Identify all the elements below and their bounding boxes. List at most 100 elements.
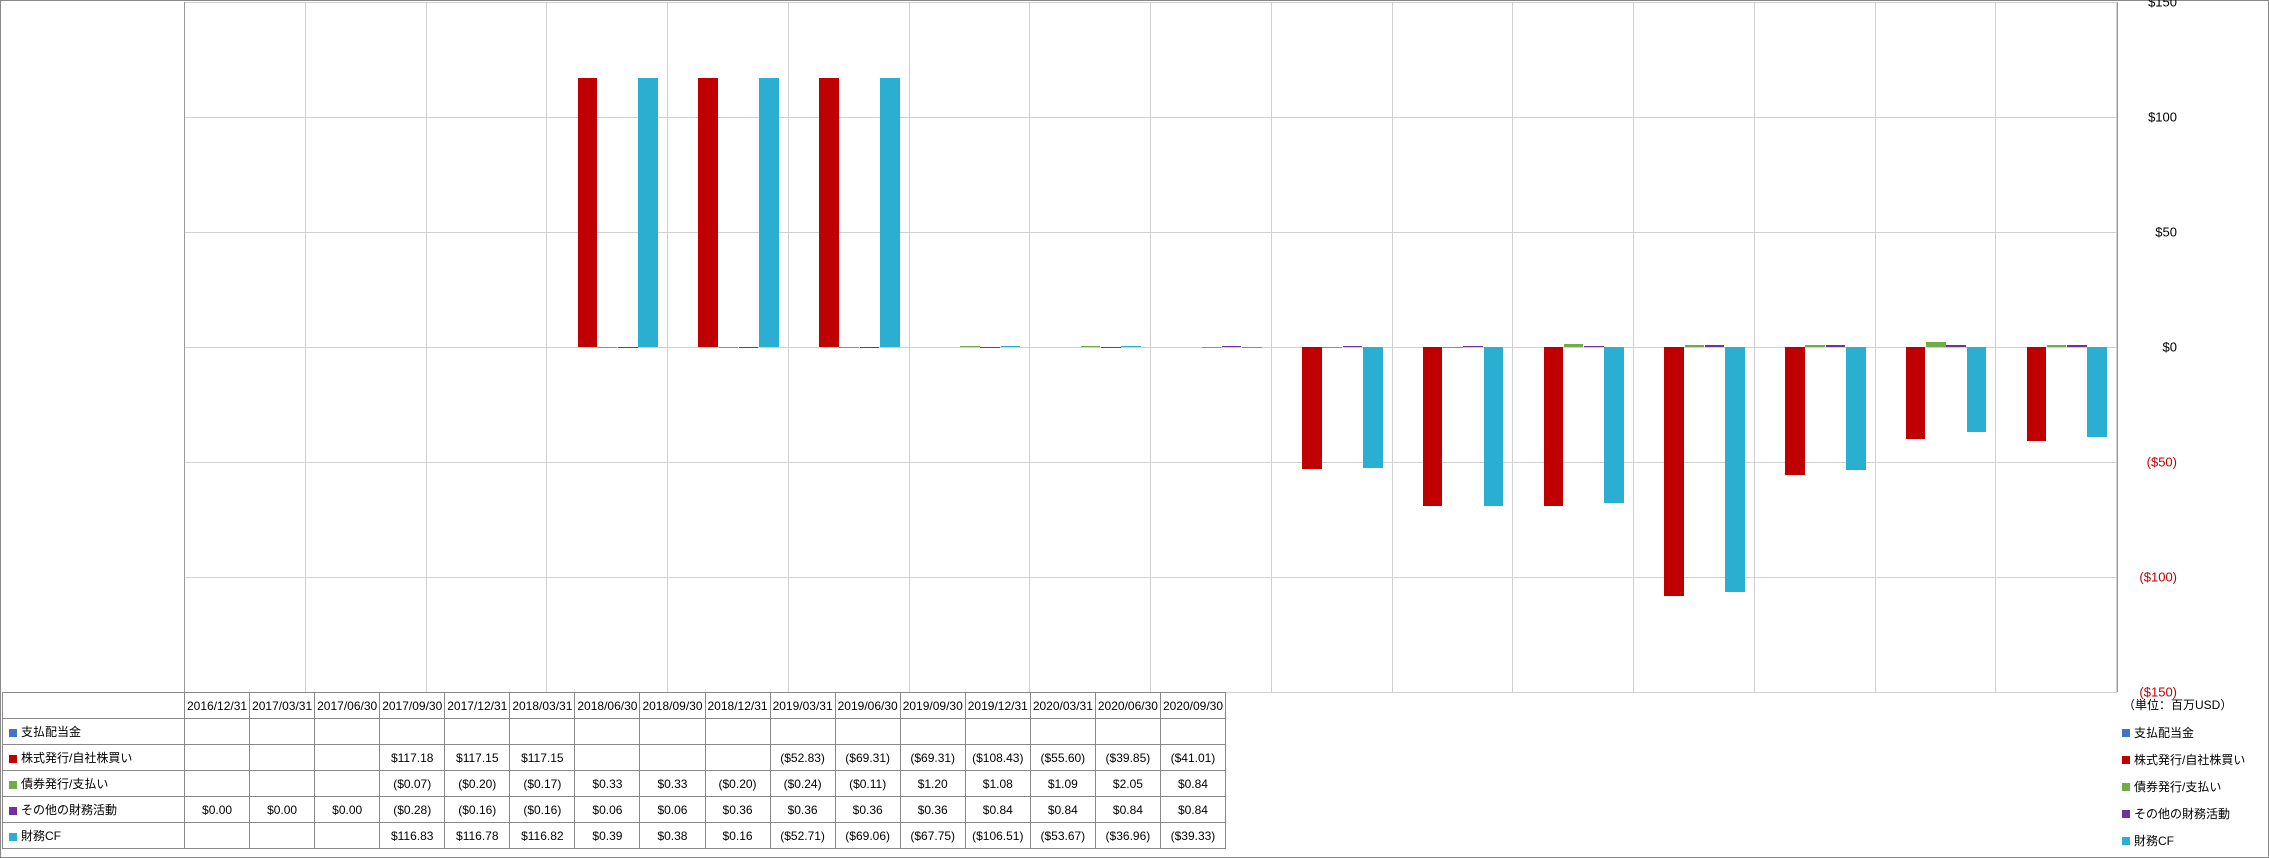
data-cell: ($0.28)	[380, 797, 445, 823]
bar	[578, 78, 598, 348]
data-cell: $0.84	[965, 797, 1030, 823]
series-name: 株式発行/自社株買い	[21, 751, 132, 765]
table-header-row: 2016/12/312017/03/312017/06/302017/09/30…	[3, 693, 1226, 719]
data-cell: $0.84	[1160, 797, 1225, 823]
legend-swatch	[2122, 783, 2130, 791]
category-header: 2017/09/30	[380, 693, 445, 719]
data-cell: $116.82	[510, 823, 575, 849]
data-cell: $0.33	[575, 771, 640, 797]
data-cell	[705, 745, 770, 771]
bar	[1001, 346, 1021, 347]
category-header: 2020/03/31	[1030, 693, 1095, 719]
y-tick-label: ($100)	[2117, 570, 2177, 585]
bar	[1906, 347, 1926, 439]
data-cell	[315, 745, 380, 771]
data-cell	[250, 745, 315, 771]
bar	[698, 78, 718, 347]
bar	[1322, 347, 1342, 348]
category-header: 2016/12/31	[185, 693, 250, 719]
data-cell: $0.00	[185, 797, 250, 823]
data-cell: $0.84	[1095, 797, 1160, 823]
data-cell	[1095, 719, 1160, 745]
data-cell: $0.00	[250, 797, 315, 823]
legend-swatch	[2122, 729, 2130, 737]
category-divider	[427, 2, 548, 692]
data-cell: $1.08	[965, 771, 1030, 797]
category-divider	[185, 2, 306, 692]
data-cell: ($52.71)	[770, 823, 835, 849]
category-divider	[910, 2, 1031, 692]
category-header: 2017/06/30	[315, 693, 380, 719]
data-cell	[185, 771, 250, 797]
data-cell: ($36.96)	[1095, 823, 1160, 849]
legend-swatch	[9, 833, 17, 841]
series-name-cell: 支払配当金	[3, 719, 185, 745]
legend-item: その他の財務活動	[2122, 800, 2264, 827]
legend-item: 債券発行/支払い	[2122, 773, 2264, 800]
data-cell	[575, 745, 640, 771]
series-name-cell: 財務CF	[3, 823, 185, 849]
data-cell	[445, 719, 510, 745]
chart-data-table: 2016/12/312017/03/312017/06/302017/09/30…	[2, 692, 1226, 849]
data-cell: ($69.06)	[835, 823, 900, 849]
data-cell	[770, 719, 835, 745]
bar	[1121, 346, 1141, 347]
data-cell	[185, 745, 250, 771]
data-cell: $0.06	[640, 797, 705, 823]
bar	[1544, 347, 1564, 506]
unit-label: （単位：百万USD）	[2117, 696, 2232, 713]
legend-label: 債券発行/支払い	[2134, 778, 2221, 795]
data-cell: ($55.60)	[1030, 745, 1095, 771]
data-cell	[315, 823, 380, 849]
data-cell: $1.09	[1030, 771, 1095, 797]
data-cell: ($0.20)	[445, 771, 510, 797]
bar	[1463, 346, 1483, 347]
data-cell	[1160, 719, 1225, 745]
data-cell	[510, 719, 575, 745]
data-cell	[900, 719, 965, 745]
data-cell: $0.00	[315, 797, 380, 823]
data-cell: $117.18	[380, 745, 445, 771]
legend-swatch	[2122, 837, 2130, 845]
data-cell	[640, 719, 705, 745]
data-cell: ($67.75)	[900, 823, 965, 849]
data-cell	[705, 719, 770, 745]
y-tick-label: $50	[2117, 225, 2177, 240]
data-cell: ($108.43)	[965, 745, 1030, 771]
legend-item: 株式発行/自社株買い	[2122, 746, 2264, 773]
data-cell: ($69.31)	[835, 745, 900, 771]
data-cell: $117.15	[445, 745, 510, 771]
category-header: 2019/06/30	[835, 693, 900, 719]
data-cell: ($0.24)	[770, 771, 835, 797]
legend-swatch	[2122, 756, 2130, 764]
category-header: 2018/09/30	[640, 693, 705, 719]
series-name-cell: その他の財務活動	[3, 797, 185, 823]
bar	[1705, 345, 1725, 347]
data-cell	[1030, 719, 1095, 745]
bar	[1785, 347, 1805, 475]
data-cell: $2.05	[1095, 771, 1160, 797]
bar	[2027, 347, 2047, 441]
legend-label: その他の財務活動	[2134, 805, 2230, 822]
table-row: その他の財務活動$0.00$0.00$0.00($0.28)($0.16)($0…	[3, 797, 1226, 823]
bar	[1222, 346, 1242, 347]
chart-wrapper: $150$100$50$0($50)($100)($150)（単位：百万USD）…	[0, 0, 2269, 858]
y-tick-label: $150	[2117, 0, 2177, 10]
data-cell: ($0.07)	[380, 771, 445, 797]
category-header: 2020/06/30	[1095, 693, 1160, 719]
category-header: 2019/03/31	[770, 693, 835, 719]
y-tick-label: $0	[2117, 340, 2177, 355]
bar	[1664, 347, 1684, 596]
data-cell: $0.39	[575, 823, 640, 849]
data-cell: $0.16	[705, 823, 770, 849]
data-cell	[575, 719, 640, 745]
legend-item: 支払配当金	[2122, 719, 2264, 746]
series-name: 支払配当金	[21, 725, 81, 739]
data-cell: $0.36	[770, 797, 835, 823]
category-header: 2018/06/30	[575, 693, 640, 719]
category-header: 2018/12/31	[705, 693, 770, 719]
data-cell: ($52.83)	[770, 745, 835, 771]
data-cell: ($39.33)	[1160, 823, 1225, 849]
bar	[2067, 345, 2087, 347]
legend-swatch	[9, 807, 17, 815]
